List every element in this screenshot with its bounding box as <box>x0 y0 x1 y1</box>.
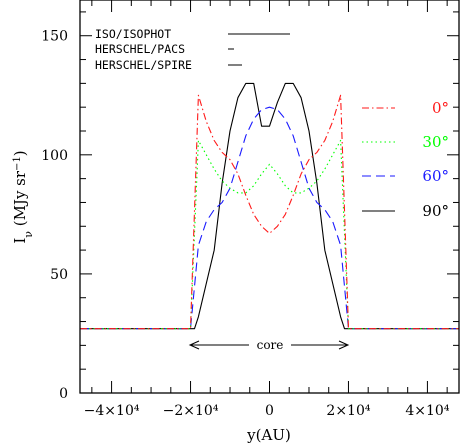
y-tick-label: 100 <box>41 148 68 164</box>
series-line <box>80 139 459 330</box>
legend-label: 90° <box>422 202 449 220</box>
legend-label-pacs: HERSCHEL/PACS <box>95 42 185 56</box>
angle-legend: 0° 30° 60° 90° <box>362 99 449 220</box>
x-axis-title: y(AU) <box>246 426 291 444</box>
x-tick-label: 0 <box>265 403 274 419</box>
core-label: core <box>257 338 284 352</box>
y-tick-label: 0 <box>59 386 68 402</box>
core-arrowhead-right <box>338 340 350 350</box>
legend-label: 30° <box>422 133 449 151</box>
x-tick-label: 4×10⁴ <box>405 403 449 419</box>
legend-label: 0° <box>432 99 449 117</box>
plot-frame <box>79 0 460 394</box>
series-line <box>80 82 459 330</box>
x-tick-label: −2×10⁴ <box>163 403 219 419</box>
legend-label-spire: HERSCHEL/SPIRE <box>95 58 192 72</box>
x-tick-label: −4×10⁴ <box>84 403 140 419</box>
core-arrowhead-left <box>188 340 200 350</box>
legend-label: 60° <box>422 167 449 185</box>
y-tick-label: 50 <box>50 267 68 283</box>
y-axis-title: Iν (MJy sr−1) <box>11 150 35 243</box>
y-tick-label: 150 <box>41 29 68 45</box>
series-line <box>80 94 459 330</box>
instrument-legend: ISO/ISOPHOT HERSCHEL/PACS HERSCHEL/SPIRE <box>95 27 290 72</box>
x-tick-label: 2×10⁴ <box>326 403 370 419</box>
series-line <box>80 106 459 330</box>
core-annotation: core <box>188 338 350 352</box>
legend-label-isophot: ISO/ISOPHOT <box>95 27 171 41</box>
series-layer <box>80 82 459 330</box>
tick-labels: −4×10⁴ −2×10⁴ 0 2×10⁴ 4×10⁴ 0 50 100 150 <box>41 29 450 419</box>
